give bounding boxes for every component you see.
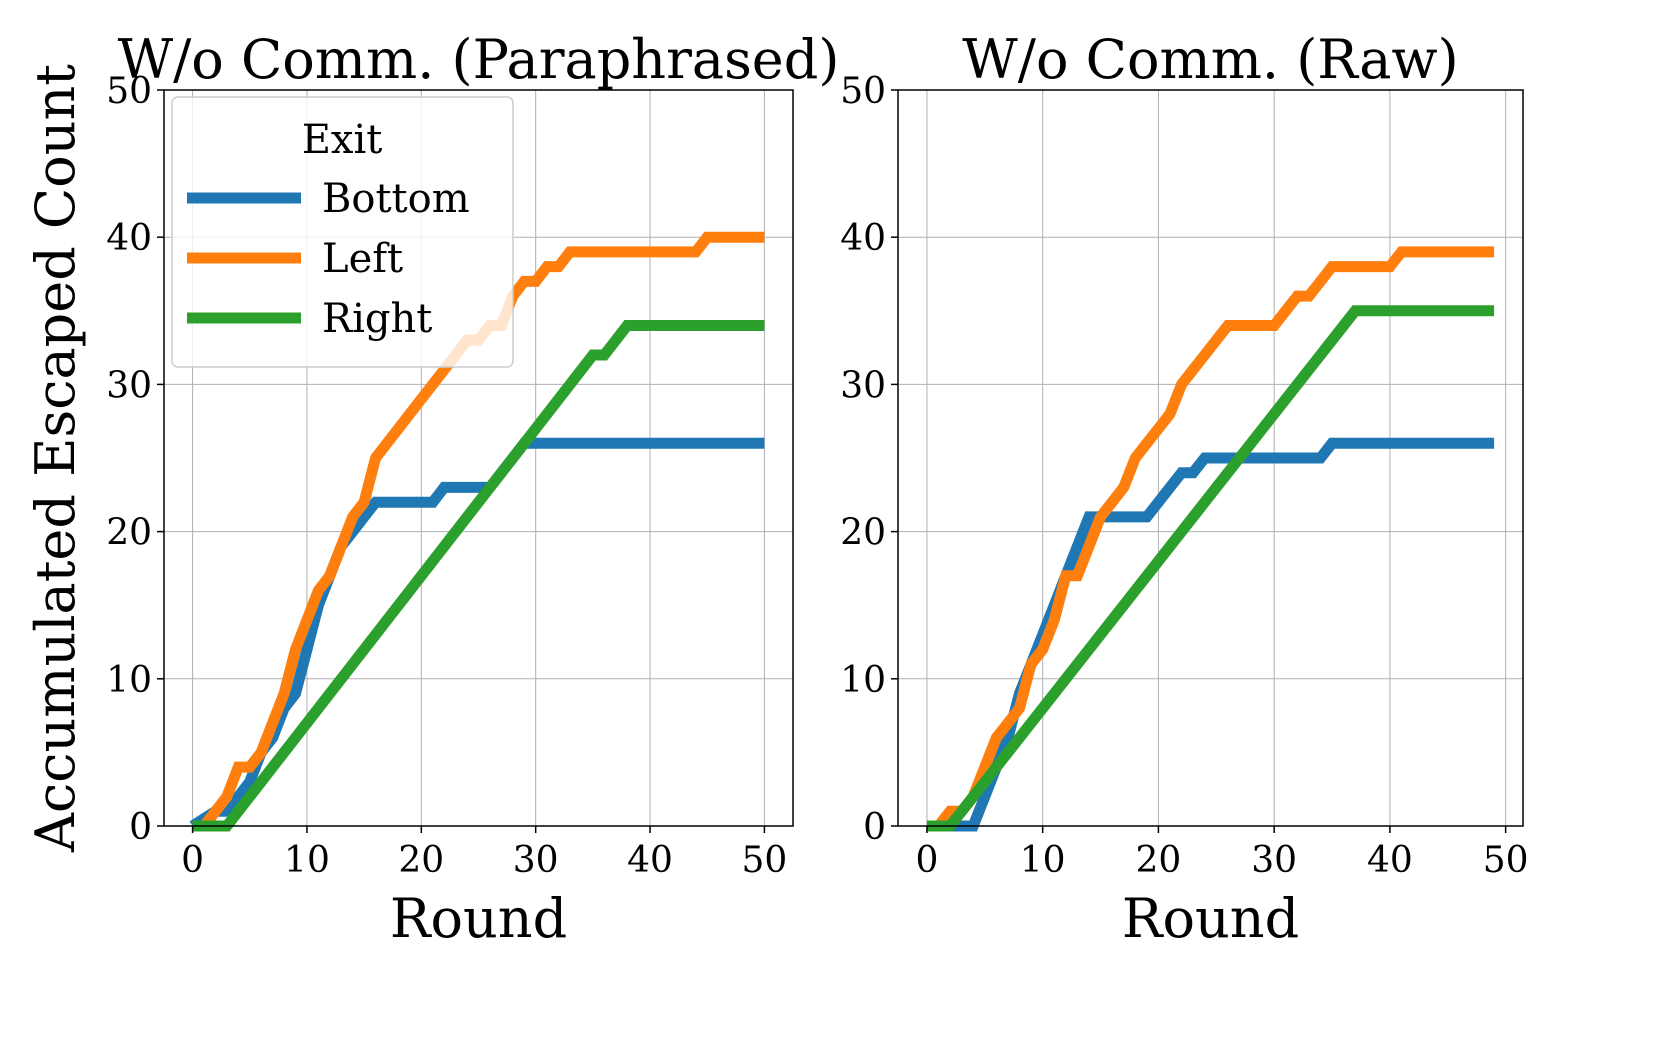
series-line-left — [926, 246, 1495, 832]
chart-title: W/o Comm. (Paraphrased) — [118, 28, 840, 91]
series-line-right — [192, 320, 765, 832]
x-tick-label: 10 — [1020, 840, 1066, 881]
y-tick-label: 40 — [106, 218, 152, 259]
y-tick-label: 50 — [840, 71, 886, 112]
legend-box — [171, 96, 514, 368]
x-tick-label: 0 — [915, 840, 938, 881]
x-tick-label: 50 — [742, 840, 788, 881]
chart-panel-paraphrased: 0 10 20 30 40 50 0 10 20 30 40 50 W/o Comm. (Parap… — [24, 28, 839, 950]
x-axis-label: Round — [390, 887, 567, 950]
x-tick-label: 30 — [513, 840, 559, 881]
plot-frame — [897, 89, 1524, 827]
x-axis-label: Round — [1122, 887, 1299, 950]
legend-label-left: Left — [322, 236, 403, 282]
y-tick-label: 10 — [840, 660, 886, 701]
y-tick-label: 50 — [106, 71, 152, 112]
y-tick-label: 20 — [840, 513, 886, 554]
legend: Exit Bottom Left Right — [171, 96, 514, 368]
chart-title: W/o Comm. (Raw) — [962, 28, 1458, 91]
y-tick-label: 30 — [106, 365, 152, 406]
x-tick-label: 40 — [1367, 840, 1413, 881]
x-tick-label: 20 — [1136, 840, 1182, 881]
y-tick-label: 20 — [106, 513, 152, 554]
series-line-left — [192, 231, 765, 832]
y-tick-label: 0 — [863, 807, 886, 848]
y-axis-label: Accumulated Escaped Count — [24, 64, 87, 853]
x-tick-label: 50 — [1483, 840, 1529, 881]
x-tick-label: 0 — [181, 840, 204, 881]
x-tick-label: 10 — [284, 840, 330, 881]
legend-title: Exit — [302, 117, 383, 163]
y-tick-label: 0 — [129, 807, 152, 848]
x-tick-label: 40 — [627, 840, 673, 881]
series-line-right — [926, 305, 1495, 832]
y-tick-label: 40 — [840, 218, 886, 259]
plot-frame — [163, 89, 794, 827]
legend-label-right: Right — [322, 296, 432, 342]
y-tick-label: 10 — [106, 660, 152, 701]
x-tick-label: 30 — [1251, 840, 1297, 881]
x-tick-label: 20 — [398, 840, 444, 881]
y-tick-label: 30 — [840, 365, 886, 406]
legend-label-bottom: Bottom — [322, 176, 470, 222]
